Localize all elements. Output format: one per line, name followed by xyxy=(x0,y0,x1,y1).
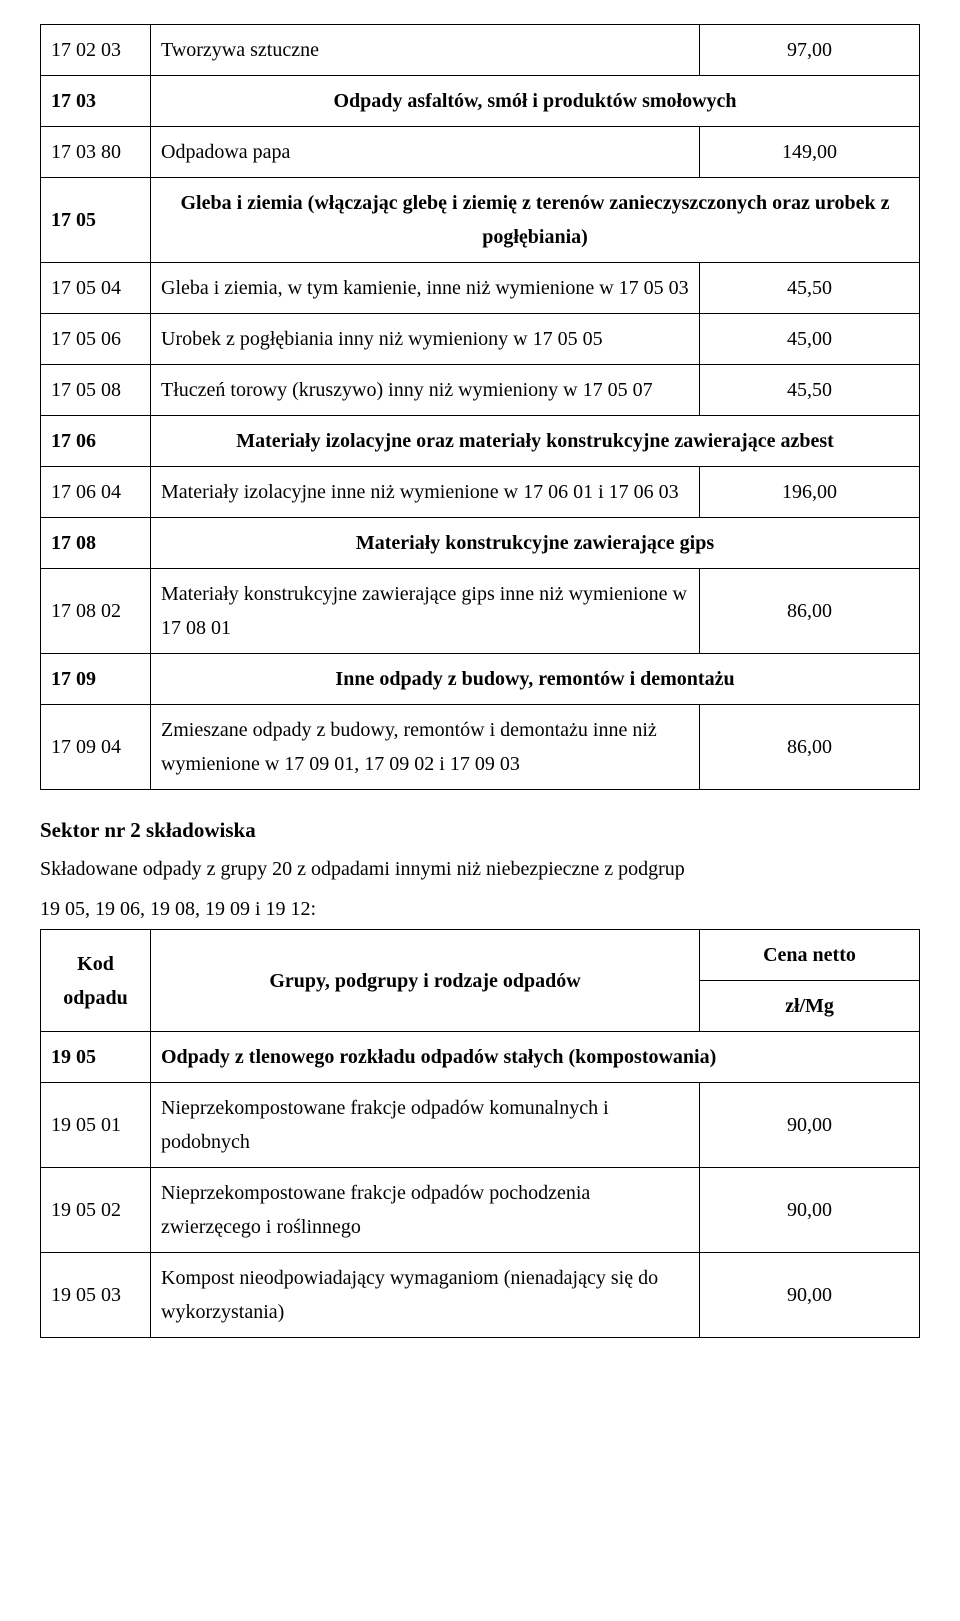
value-cell: 90,00 xyxy=(700,1168,920,1253)
table-row: 17 06Materiały izolacyjne oraz materiały… xyxy=(41,416,920,467)
desc-cell: Kompost nieodpowiadający wymaganiom (nie… xyxy=(151,1253,700,1338)
value-cell: 90,00 xyxy=(700,1253,920,1338)
desc-cell: Gleba i ziemia, w tym kamienie, inne niż… xyxy=(151,263,700,314)
t2-head-price-a: Cena netto xyxy=(700,930,920,981)
code-cell: 17 03 xyxy=(41,76,151,127)
code-cell: 17 03 80 xyxy=(41,127,151,178)
table-row: 17 08Materiały konstrukcyjne zawierające… xyxy=(41,518,920,569)
section-line2: 19 05, 19 06, 19 08, 19 09 i 19 12: xyxy=(40,898,316,920)
value-cell: 149,00 xyxy=(700,127,920,178)
code-cell: 17 05 06 xyxy=(41,314,151,365)
group-desc-cell: Odpady z tlenowego rozkładu odpadów stał… xyxy=(151,1032,920,1083)
desc-cell: Nieprzekompostowane frakcje odpadów poch… xyxy=(151,1168,700,1253)
table-row: 19 05 02Nieprzekompostowane frakcje odpa… xyxy=(41,1168,920,1253)
table-row: 17 05 04Gleba i ziemia, w tym kamienie, … xyxy=(41,263,920,314)
section-title: Sektor nr 2 składowiska xyxy=(40,818,920,843)
table-row: 17 03Odpady asfaltów, smół i produktów s… xyxy=(41,76,920,127)
value-cell: 90,00 xyxy=(700,1083,920,1168)
desc-cell: Odpadowa papa xyxy=(151,127,700,178)
value-cell: 45,50 xyxy=(700,263,920,314)
group-desc-cell: Materiały izolacyjne oraz materiały kons… xyxy=(151,416,920,467)
table-row: 17 02 03Tworzywa sztuczne97,00 xyxy=(41,25,920,76)
value-cell: 86,00 xyxy=(700,569,920,654)
code-cell: 17 08 xyxy=(41,518,151,569)
code-cell: 19 05 01 xyxy=(41,1083,151,1168)
t2-head-code-a: Kod xyxy=(77,953,114,975)
table-row: 17 05Gleba i ziemia (włączając glebę i z… xyxy=(41,178,920,263)
group-desc-cell: Inne odpady z budowy, remontów i demonta… xyxy=(151,654,920,705)
code-cell: 17 05 xyxy=(41,178,151,263)
group-desc-cell: Odpady asfaltów, smół i produktów smołow… xyxy=(151,76,920,127)
desc-cell: Zmieszane odpady z budowy, remontów i de… xyxy=(151,705,700,790)
table-row: 17 05 08Tłuczeń torowy (kruszywo) inny n… xyxy=(41,365,920,416)
code-cell: 17 06 04 xyxy=(41,467,151,518)
desc-cell: Tłuczeń torowy (kruszywo) inny niż wymie… xyxy=(151,365,700,416)
table-row: 19 05Odpady z tlenowego rozkładu odpadów… xyxy=(41,1032,920,1083)
waste-table-2: Kod odpadu Grupy, podgrupy i rodzaje odp… xyxy=(40,929,920,1338)
code-cell: 17 09 04 xyxy=(41,705,151,790)
code-cell: 17 06 xyxy=(41,416,151,467)
table-row: 19 05 01Nieprzekompostowane frakcje odpa… xyxy=(41,1083,920,1168)
table-row: 19 05 03Kompost nieodpowiadający wymagan… xyxy=(41,1253,920,1338)
t2-head-price-b: zł/Mg xyxy=(700,981,920,1032)
code-cell: 17 05 08 xyxy=(41,365,151,416)
code-cell: 17 02 03 xyxy=(41,25,151,76)
value-cell: 97,00 xyxy=(700,25,920,76)
waste-table-1: 17 02 03Tworzywa sztuczne97,0017 03Odpad… xyxy=(40,24,920,790)
value-cell: 196,00 xyxy=(700,467,920,518)
desc-cell: Nieprzekompostowane frakcje odpadów komu… xyxy=(151,1083,700,1168)
t2-head-code-b: odpadu xyxy=(63,987,128,1009)
desc-cell: Materiały izolacyjne inne niż wymienione… xyxy=(151,467,700,518)
group-desc-cell: Materiały konstrukcyjne zawierające gips xyxy=(151,518,920,569)
desc-cell: Tworzywa sztuczne xyxy=(151,25,700,76)
value-cell: 45,50 xyxy=(700,365,920,416)
code-cell: 19 05 02 xyxy=(41,1168,151,1253)
code-cell: 17 09 xyxy=(41,654,151,705)
desc-cell: Urobek z pogłębiania inny niż wymieniony… xyxy=(151,314,700,365)
table-row: 17 09Inne odpady z budowy, remontów i de… xyxy=(41,654,920,705)
group-desc-cell: Gleba i ziemia (włączając glebę i ziemię… xyxy=(151,178,920,263)
desc-cell: Materiały konstrukcyjne zawierające gips… xyxy=(151,569,700,654)
table-row: 17 03 80Odpadowa papa149,00 xyxy=(41,127,920,178)
section-text: Składowane odpady z grupy 20 z odpadami … xyxy=(40,849,920,929)
table-row: 17 06 04Materiały izolacyjne inne niż wy… xyxy=(41,467,920,518)
table-row: 17 09 04Zmieszane odpady z budowy, remon… xyxy=(41,705,920,790)
value-cell: 86,00 xyxy=(700,705,920,790)
table-row: 17 05 06Urobek z pogłębiania inny niż wy… xyxy=(41,314,920,365)
t2-head-desc: Grupy, podgrupy i rodzaje odpadów xyxy=(151,930,700,1032)
code-cell: 17 05 04 xyxy=(41,263,151,314)
table-row: 17 08 02Materiały konstrukcyjne zawieraj… xyxy=(41,569,920,654)
code-cell: 19 05 03 xyxy=(41,1253,151,1338)
section-line1: Składowane odpady z grupy 20 z odpadami … xyxy=(40,858,685,880)
code-cell: 17 08 02 xyxy=(41,569,151,654)
code-cell: 19 05 xyxy=(41,1032,151,1083)
value-cell: 45,00 xyxy=(700,314,920,365)
